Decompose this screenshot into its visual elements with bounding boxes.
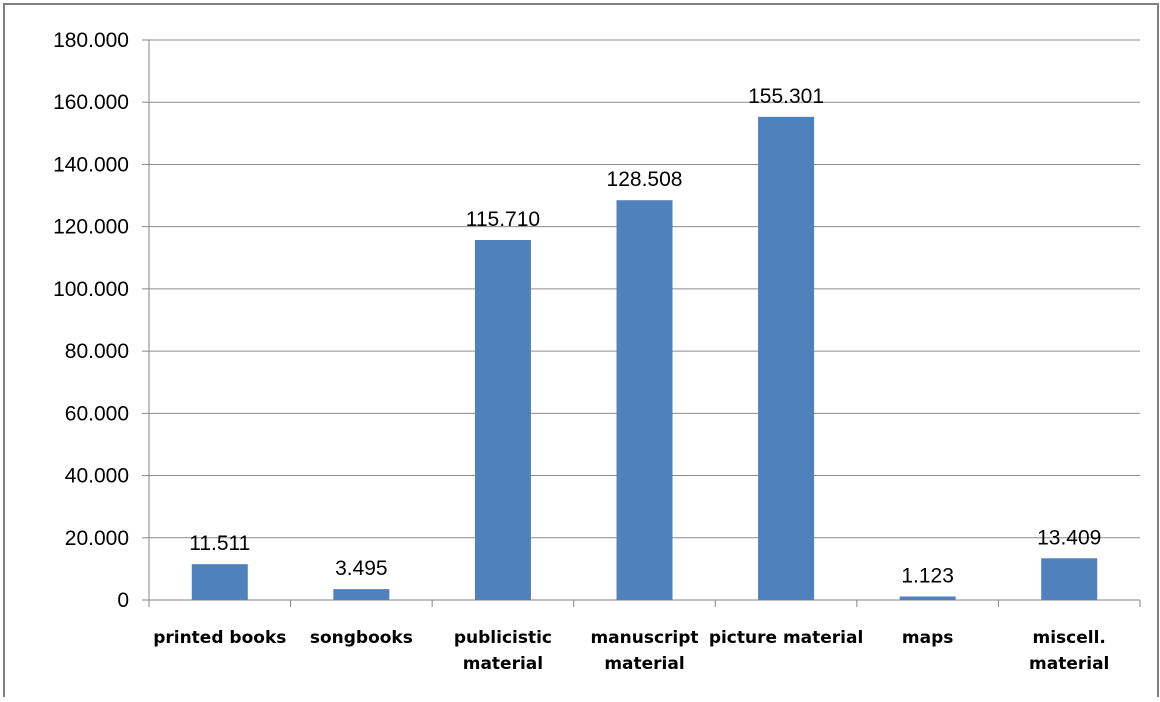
x-category-label: songbooks (310, 628, 413, 648)
bar (474, 240, 531, 600)
x-category-label: maps (902, 628, 953, 648)
y-tick-label: 100.000 (53, 278, 129, 301)
tick-labels: 0 20.000 40.000 60.000 80.000 100.000 120.000 1… (53, 29, 1109, 674)
x-category-label-line: publicistic (454, 628, 552, 648)
data-label: 128.508 (607, 168, 683, 191)
chart-border (3, 3, 1159, 702)
x-category-label: picture material (709, 628, 864, 648)
x-category-label-line: songbooks (310, 628, 413, 648)
x-category-label: manuscript material (590, 628, 698, 674)
data-label: 3.495 (335, 557, 388, 580)
y-tick-label: 180.000 (53, 29, 129, 52)
y-tick-label: 0 (117, 589, 129, 612)
x-category-label-line: material (604, 654, 684, 674)
x-category-label-line: material (1029, 654, 1109, 674)
data-label: 115.710 (466, 208, 540, 231)
y-tick-label: 120.000 (53, 216, 129, 239)
data-label: 11.511 (189, 532, 250, 555)
x-category-label: printed books (153, 628, 286, 648)
bar (333, 589, 390, 600)
data-labels: 11.511 3.495 115.710 128.508 155.301 1.123 13.… (189, 85, 1101, 588)
y-tick-label: 20.000 (65, 527, 129, 550)
y-tick-label: 60.000 (65, 402, 129, 425)
y-tick-label: 80.000 (65, 340, 129, 363)
bar (899, 596, 956, 600)
bars (191, 116, 1098, 600)
bar (191, 564, 248, 600)
x-category-label: publicistic material (454, 628, 552, 674)
data-label: 155.301 (748, 85, 824, 108)
data-label: 13.409 (1037, 526, 1101, 549)
x-category-label-line: miscell. (1033, 628, 1106, 648)
bar (1041, 558, 1098, 600)
x-category-label-line: picture material (709, 628, 864, 648)
y-tick-label: 140.000 (53, 153, 129, 176)
bar (616, 200, 673, 600)
x-category-label-line: manuscript (590, 628, 698, 648)
bar (758, 116, 815, 600)
x-category-label-line: maps (902, 628, 953, 648)
y-tick-label: 40.000 (65, 465, 129, 488)
x-category-label: miscell. material (1029, 628, 1109, 674)
y-tick-label: 160.000 (53, 91, 129, 114)
x-category-label-line: printed books (153, 628, 286, 648)
x-category-label-line: material (463, 654, 543, 674)
data-label: 1.123 (901, 565, 954, 588)
